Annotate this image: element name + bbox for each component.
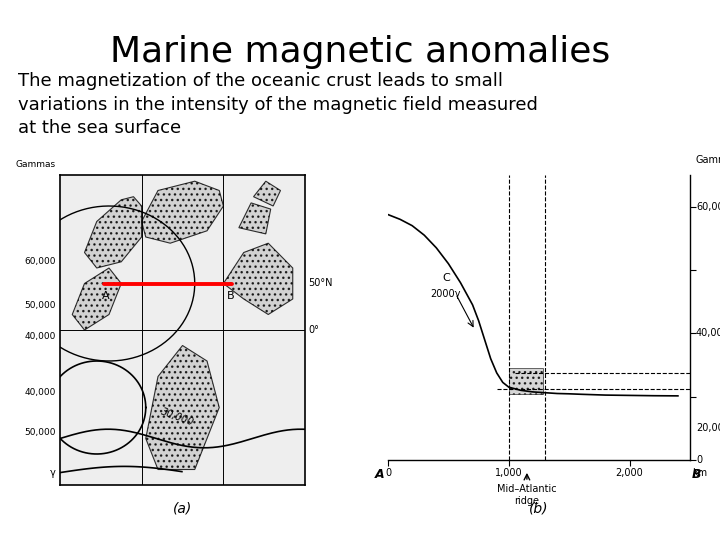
Text: A: A xyxy=(102,291,109,301)
Text: C: C xyxy=(442,273,450,283)
Bar xyxy=(509,368,543,394)
Text: 40,000: 40,000 xyxy=(24,388,56,396)
Text: 1,000: 1,000 xyxy=(495,468,523,478)
Text: 0°: 0° xyxy=(309,325,320,335)
Text: 2000γ: 2000γ xyxy=(431,289,462,299)
Polygon shape xyxy=(239,203,271,234)
Polygon shape xyxy=(72,268,121,330)
Text: 0: 0 xyxy=(696,455,702,465)
Text: Gammas: Gammas xyxy=(16,160,56,169)
Text: 0: 0 xyxy=(385,468,391,478)
Text: 30,000: 30,000 xyxy=(160,406,195,427)
Text: B: B xyxy=(227,291,234,301)
Text: Marine magnetic anomalies: Marine magnetic anomalies xyxy=(110,35,610,69)
Text: 20,000: 20,000 xyxy=(696,423,720,433)
Text: 60,000: 60,000 xyxy=(696,201,720,212)
Text: Gammas: Gammas xyxy=(695,155,720,165)
Text: 50,000: 50,000 xyxy=(24,301,56,310)
Text: 50°N: 50°N xyxy=(309,279,333,288)
Text: (b): (b) xyxy=(529,502,549,516)
Text: km: km xyxy=(692,468,707,478)
Text: (a): (a) xyxy=(173,502,192,516)
Text: 40,000: 40,000 xyxy=(24,332,56,341)
Text: 60,000: 60,000 xyxy=(24,257,56,266)
Text: A: A xyxy=(374,468,384,481)
Text: 40,000: 40,000 xyxy=(696,328,720,339)
Polygon shape xyxy=(142,181,223,243)
Polygon shape xyxy=(145,346,220,469)
Text: B: B xyxy=(692,468,701,481)
Text: Mid–Atlantic
ridge: Mid–Atlantic ridge xyxy=(497,484,557,505)
Polygon shape xyxy=(84,197,142,268)
Polygon shape xyxy=(253,181,281,206)
Text: 2,000: 2,000 xyxy=(616,468,644,478)
Text: 50,000: 50,000 xyxy=(24,428,56,437)
Text: The magnetization of the oceanic crust leads to small
variations in the intensit: The magnetization of the oceanic crust l… xyxy=(18,72,538,137)
Text: γ: γ xyxy=(50,468,56,477)
Polygon shape xyxy=(223,243,293,314)
